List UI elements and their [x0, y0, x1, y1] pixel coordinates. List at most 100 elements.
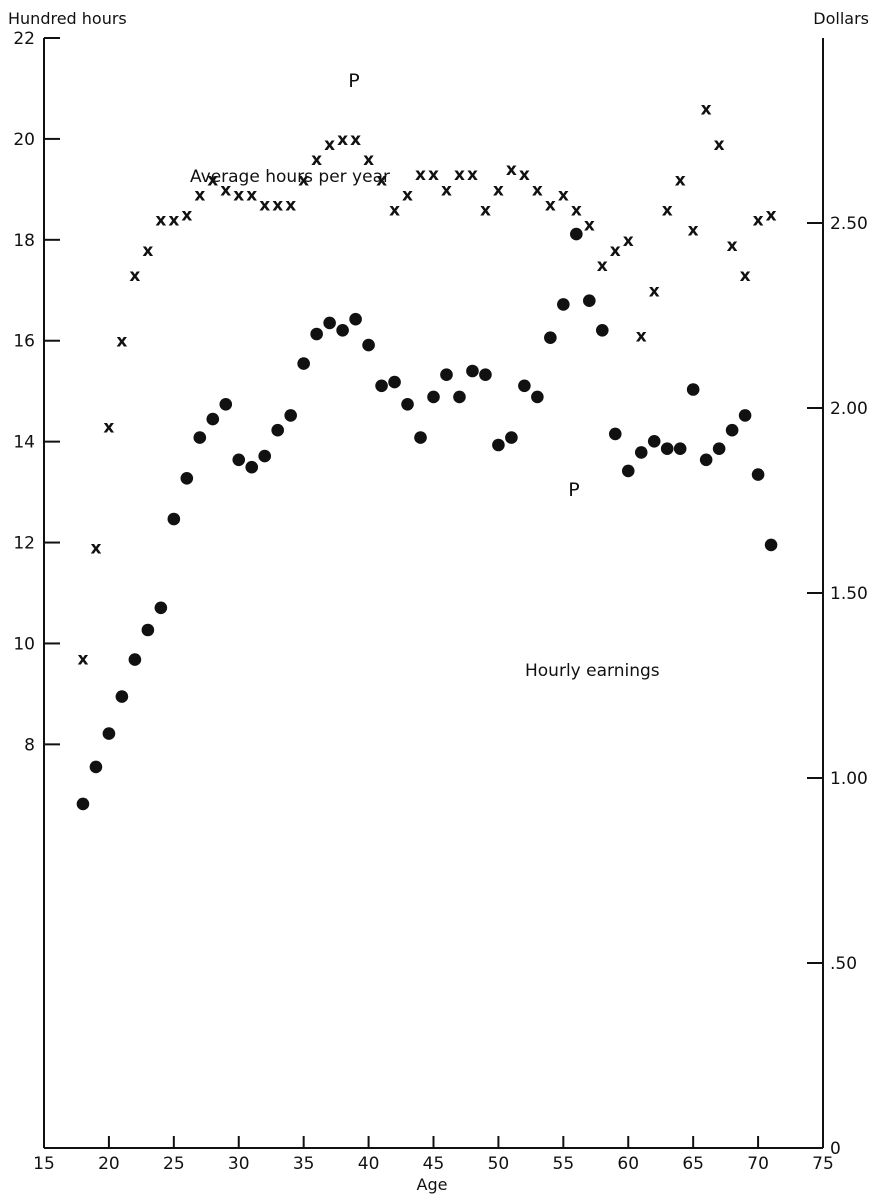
- right-tick-label: 0: [830, 1139, 841, 1159]
- hours-point: x: [636, 327, 647, 347]
- hours-point: x: [337, 130, 348, 150]
- earnings-point: [595, 324, 609, 337]
- earnings-point: [531, 390, 544, 404]
- left-axis-label: Hundred hours: [8, 9, 127, 28]
- hours-point: x: [363, 150, 374, 170]
- earnings-point: [232, 453, 246, 467]
- left-axis-ticks: 8 10 12 14 16 18 20 22: [13, 29, 60, 755]
- earnings-point: [154, 601, 168, 615]
- hours-point: x: [103, 418, 114, 438]
- earnings-point: [180, 472, 194, 485]
- left-tick-label: 14: [13, 433, 35, 453]
- peak-label-hours: P: [348, 70, 359, 92]
- x-tick-label: 70: [747, 1154, 769, 1174]
- earnings-point: [570, 227, 583, 241]
- hours-point: x: [688, 221, 699, 241]
- earnings-point: [751, 468, 765, 481]
- earnings-point: [686, 383, 700, 396]
- left-tick-label: 20: [13, 130, 35, 150]
- x-axis-ticks: 15 20 25 30 35 40 45 50 55 60 65 70 75: [33, 1136, 834, 1174]
- earnings-point: [466, 364, 479, 378]
- earnings-point: [660, 442, 674, 456]
- hours-point: x: [428, 165, 439, 185]
- hours-point: x: [90, 539, 101, 559]
- hours-point: x: [532, 180, 543, 200]
- hours-point: x: [571, 201, 582, 221]
- hours-point: x: [207, 170, 218, 190]
- peak-label-earnings: P: [568, 479, 579, 501]
- hours-point: x: [415, 165, 426, 185]
- x-tick-label: 45: [423, 1154, 445, 1174]
- hours-point: x: [259, 196, 270, 216]
- earnings-point: [414, 431, 427, 444]
- x-tick-label: 25: [163, 1154, 185, 1174]
- hours-point: x: [142, 241, 153, 261]
- hours-point: x: [350, 130, 361, 150]
- earnings-point: [219, 398, 233, 411]
- earnings-point: [673, 442, 687, 456]
- earnings-point: [323, 316, 336, 330]
- hours-point: x: [272, 196, 283, 216]
- earnings-point: [271, 423, 285, 437]
- earnings-point: [608, 427, 622, 441]
- earnings-point: [401, 398, 414, 411]
- x-tick-label: 35: [293, 1154, 315, 1174]
- earnings-point: [310, 327, 323, 341]
- right-tick-label: 1.50: [830, 584, 868, 604]
- right-tick-label: .50: [830, 954, 857, 974]
- earnings-point: [427, 390, 440, 404]
- earnings-point: [128, 653, 142, 666]
- hours-point: x: [376, 170, 387, 190]
- hours-point: x: [116, 332, 127, 352]
- series-label-hours: Average hours per year: [190, 167, 390, 187]
- hours-point: x: [493, 180, 504, 200]
- x-tick-label: 65: [682, 1154, 704, 1174]
- x-tick-label: 55: [553, 1154, 575, 1174]
- earnings-point: [336, 324, 349, 337]
- x-tick-label: 40: [358, 1154, 380, 1174]
- hours-point: x: [389, 201, 400, 221]
- earnings-point: [647, 435, 661, 448]
- hours-point: x: [77, 650, 88, 670]
- x-tick-label: 15: [33, 1154, 55, 1174]
- left-tick-label: 10: [13, 634, 35, 654]
- right-tick-label: 1.00: [830, 769, 868, 789]
- left-tick-label: 18: [13, 231, 35, 251]
- left-tick-label: 16: [13, 332, 35, 352]
- hours-point: x: [766, 206, 777, 226]
- hours-point: x: [467, 165, 478, 185]
- earnings-point: [557, 298, 570, 311]
- right-tick-label: 2.00: [830, 399, 868, 419]
- earnings-point: [167, 512, 181, 526]
- hours-point: x: [181, 206, 192, 226]
- earnings-point: [621, 464, 635, 478]
- hours-point: x: [727, 236, 738, 256]
- hours-point: x: [623, 231, 634, 251]
- x-tick-label: 30: [228, 1154, 250, 1174]
- earnings-point: [258, 449, 272, 463]
- right-axis-ticks: 0 .50 1.00 1.50 2.00 2.50: [807, 214, 868, 1159]
- x-tick-label: 75: [812, 1154, 834, 1174]
- series-label-earnings: Hourly earnings: [525, 661, 660, 681]
- left-tick-label: 12: [13, 534, 35, 554]
- x-tick-label: 60: [617, 1154, 639, 1174]
- x-axis-label: Age: [417, 1175, 448, 1194]
- hours-point: x: [311, 150, 322, 170]
- earnings-point: [193, 431, 207, 444]
- hours-point: x: [584, 216, 595, 236]
- earnings-point: [89, 760, 103, 774]
- hours-point: x: [558, 185, 569, 205]
- hours-point: x: [324, 135, 335, 155]
- earnings-point: [102, 727, 116, 740]
- hours-point: x: [545, 196, 556, 216]
- hours-point: x: [701, 100, 712, 120]
- earnings-point: [362, 338, 375, 352]
- earnings-point: [349, 312, 362, 326]
- hours-point: x: [285, 196, 296, 216]
- left-tick-label: 22: [13, 29, 35, 49]
- earnings-point: [297, 357, 310, 370]
- earnings-point: [479, 368, 492, 382]
- hours-point: x: [753, 211, 764, 231]
